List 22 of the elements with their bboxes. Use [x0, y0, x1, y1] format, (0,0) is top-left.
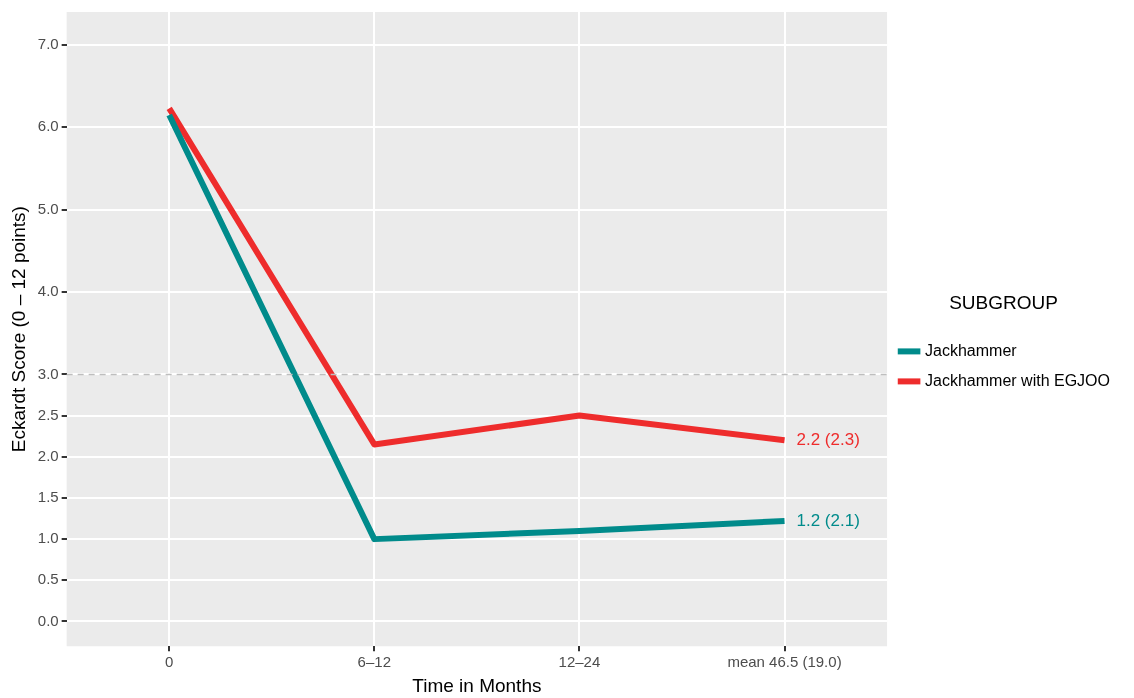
y-tick-label: 2.0 — [37, 446, 59, 464]
legend-label: Jackhammer with EGJOO — [925, 371, 1111, 389]
y-tick-label: 3.0 — [37, 364, 59, 382]
x-tick-label: 0 — [165, 653, 174, 671]
y-tick-label: 1.5 — [37, 488, 59, 506]
y-tick-label: 2.5 — [37, 405, 59, 423]
y-tick-label: 7.0 — [37, 35, 59, 53]
y-tick-label: 5.0 — [37, 199, 59, 217]
x-axis-title: Time in Months — [412, 674, 542, 696]
x-tick-label: 12–24 — [558, 653, 601, 671]
y-axis-title: Eckardt Score (0 – 12 points) — [7, 206, 29, 453]
x-tick-label: 6–12 — [357, 653, 391, 671]
legend-label: Jackhammer — [925, 341, 1018, 359]
annotation: 1.2 (2.1) — [796, 510, 860, 530]
y-tick-label: 0.0 — [37, 611, 59, 629]
y-tick-label: 1.0 — [37, 529, 59, 547]
x-tick-label: mean 46.5 (19.0) — [727, 653, 842, 671]
y-tick-label: 4.0 — [37, 282, 59, 300]
y-tick-label: 6.0 — [37, 117, 59, 135]
y-tick-label: 0.5 — [37, 570, 59, 588]
annotation: 2.2 (2.3) — [796, 429, 860, 449]
legend-title: SUBGROUP — [949, 292, 1058, 314]
